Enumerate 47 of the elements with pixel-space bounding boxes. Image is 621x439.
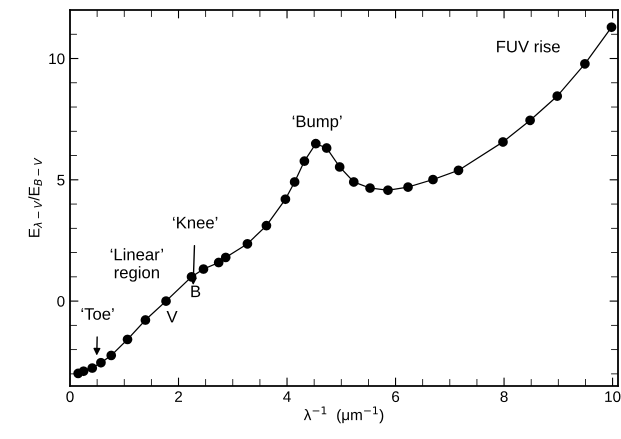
x-axis-title: λ$^{−1}$ (μm$^{−1}$) (304, 406, 384, 424)
x-tick-label: 6 (392, 391, 400, 402)
point (87, 363, 98, 373)
x-tick-label: 4 (283, 391, 291, 402)
point (161, 296, 171, 306)
point (334, 162, 345, 172)
x-tick-label: 0 (66, 391, 74, 402)
y-tick-label: 5 (57, 174, 64, 186)
annotation: FUV rise (497, 40, 560, 52)
point (122, 334, 132, 344)
point (403, 182, 413, 192)
point (428, 174, 438, 184)
annotation: ‘Linear’ region (110, 248, 164, 282)
annotation: B (191, 286, 200, 298)
point (220, 252, 231, 262)
point (262, 220, 272, 231)
point (322, 143, 332, 153)
x-tick-label: 8 (500, 391, 508, 402)
point (552, 91, 562, 101)
annotation: ‘Toe’ (81, 308, 114, 320)
point (96, 358, 106, 368)
point (78, 366, 88, 376)
point (106, 350, 116, 360)
annotation: V (166, 310, 178, 322)
y-axis-title: E$_{λ−V}$/E$_{B−V}$ (28, 158, 42, 237)
point (365, 183, 375, 193)
point (498, 137, 508, 147)
point (454, 165, 464, 176)
point (198, 264, 208, 274)
point (525, 116, 535, 126)
point (348, 177, 359, 187)
point (580, 58, 590, 69)
point (140, 315, 150, 325)
point (310, 138, 321, 149)
x-tick-label: 2 (175, 391, 182, 402)
annotation: ‘Knee’ (173, 216, 218, 229)
point (300, 156, 310, 166)
point (280, 194, 290, 204)
point (290, 177, 300, 187)
annotation: ‘Bump’ (292, 116, 342, 131)
x-tick-label: 10 (605, 391, 620, 402)
point (383, 185, 393, 196)
point (214, 258, 224, 268)
point (606, 22, 616, 32)
y-tick-label: 0 (57, 296, 65, 307)
point (242, 238, 252, 249)
y-tick-label: 10 (49, 53, 65, 64)
